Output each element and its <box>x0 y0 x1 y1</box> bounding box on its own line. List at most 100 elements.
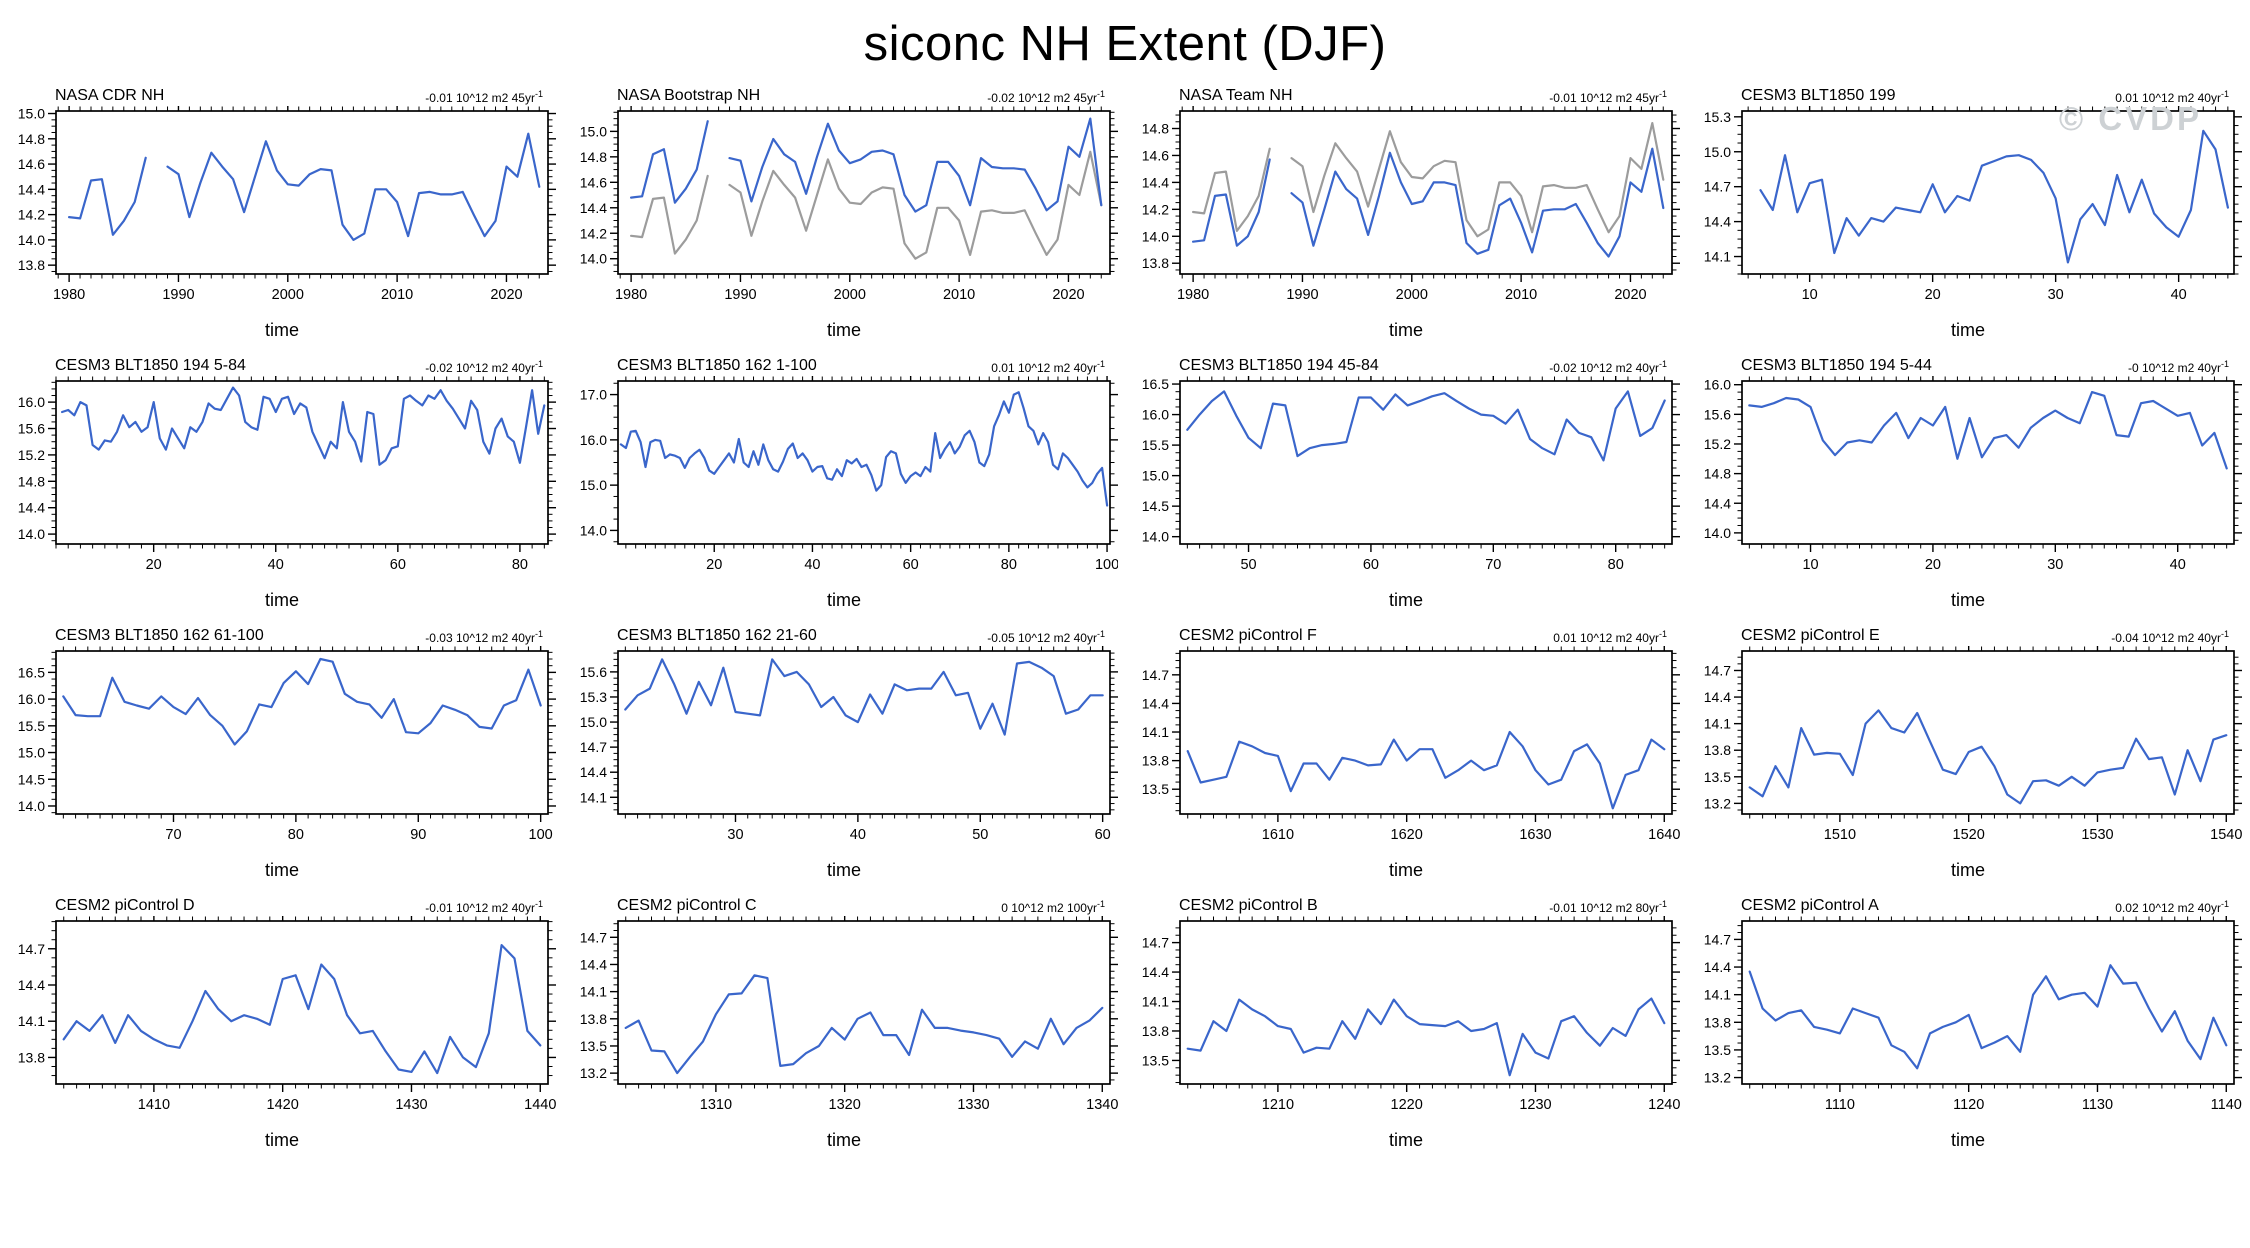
svg-text:50: 50 <box>1240 557 1256 573</box>
chart-panel-cesm2-picontrol-c: CESM2 piControl C 0 10^12 m2 100yr-1 1310… <box>563 894 1125 1160</box>
svg-text:1340: 1340 <box>1086 1097 1118 1113</box>
svg-text:1990: 1990 <box>162 287 194 303</box>
svg-text:80: 80 <box>512 557 528 573</box>
svg-text:100: 100 <box>529 827 553 843</box>
chart-grid: NASA CDR NH -0.01 10^12 m2 45yr-1 1980 199… <box>0 82 2250 1160</box>
panel-title: CESM2 piControl C <box>617 897 757 914</box>
svg-text:80: 80 <box>288 827 304 843</box>
svg-text:14.5: 14.5 <box>18 771 45 787</box>
panel-title: CESM2 piControl F <box>1179 627 1317 644</box>
svg-text:1140: 1140 <box>2211 1097 2242 1113</box>
svg-text:15.5: 15.5 <box>18 718 45 734</box>
svg-text:15.2: 15.2 <box>1704 436 1731 452</box>
svg-text:1210: 1210 <box>1262 1097 1294 1113</box>
svg-text:1430: 1430 <box>395 1097 427 1113</box>
chart-panel-cesm2-picontrol-e: CESM2 piControl E -0.04 10^12 m2 40yr-1 1… <box>1687 624 2249 890</box>
svg-text:80: 80 <box>1608 557 1624 573</box>
svg-text:14.8: 14.8 <box>18 473 45 489</box>
svg-text:1980: 1980 <box>1177 287 1209 303</box>
svg-text:14.1: 14.1 <box>18 1013 45 1029</box>
svg-text:40: 40 <box>804 557 820 573</box>
svg-text:1620: 1620 <box>1391 827 1423 843</box>
plot-area: 1210 1220 1230 1240 13.5 13.8 14.1 14.4 14.7 <box>1142 916 1680 1113</box>
plot-area: 1410 1420 1430 1440 13.8 14.1 14.4 14.7 <box>18 916 556 1113</box>
svg-text:60: 60 <box>903 557 919 573</box>
svg-text:20: 20 <box>1925 557 1941 573</box>
svg-text:14.1: 14.1 <box>1704 716 1731 732</box>
svg-text:14.8: 14.8 <box>580 149 607 165</box>
svg-text:10: 10 <box>1802 287 1818 303</box>
svg-text:13.8: 13.8 <box>1704 1014 1731 1030</box>
svg-text:2000: 2000 <box>272 287 304 303</box>
svg-text:70: 70 <box>165 827 181 843</box>
svg-text:20: 20 <box>706 557 722 573</box>
svg-text:16.5: 16.5 <box>18 664 45 680</box>
svg-text:1230: 1230 <box>1519 1097 1551 1113</box>
svg-text:13.2: 13.2 <box>1704 1070 1731 1086</box>
svg-text:13.8: 13.8 <box>18 1049 45 1065</box>
svg-text:13.5: 13.5 <box>1142 781 1169 797</box>
panel-title: CESM3 BLT1850 162 61-100 <box>55 627 264 644</box>
svg-text:14.1: 14.1 <box>580 789 607 805</box>
svg-text:14.4: 14.4 <box>580 200 607 216</box>
x-axis-label: time <box>1388 1130 1423 1150</box>
plot-area: 1310 1320 1330 1340 13.2 13.5 13.8 14.1 14.4 14.7 <box>580 916 1118 1113</box>
x-axis-label: time <box>1950 860 1985 880</box>
svg-text:2010: 2010 <box>381 287 413 303</box>
svg-text:15.3: 15.3 <box>1704 109 1731 125</box>
svg-text:15.0: 15.0 <box>1704 144 1731 160</box>
chart-panel-nasa-cdr-nh: NASA CDR NH -0.01 10^12 m2 45yr-1 1980 199… <box>1 84 563 350</box>
svg-text:16.0: 16.0 <box>1704 377 1731 393</box>
panel-title: CESM3 BLT1850 199 <box>1741 87 1896 104</box>
chart-panel-nasa-team-nh: NASA Team NH -0.01 10^12 m2 45yr-1 1980 19… <box>1125 84 1687 350</box>
panel-title: CESM2 piControl D <box>55 897 195 914</box>
svg-text:14.7: 14.7 <box>1704 662 1731 678</box>
svg-text:2010: 2010 <box>943 287 975 303</box>
svg-text:13.5: 13.5 <box>1704 769 1731 785</box>
svg-text:14.0: 14.0 <box>1704 525 1731 541</box>
svg-text:40: 40 <box>2171 287 2187 303</box>
panel-trend: -0.01 10^12 m2 45yr-1 <box>425 89 543 105</box>
svg-text:14.4: 14.4 <box>18 181 45 197</box>
svg-text:14.7: 14.7 <box>1142 935 1169 951</box>
svg-text:13.8: 13.8 <box>1142 1023 1169 1039</box>
svg-text:14.1: 14.1 <box>1142 994 1169 1010</box>
svg-text:14.4: 14.4 <box>1142 695 1169 711</box>
svg-text:13.8: 13.8 <box>1704 742 1731 758</box>
svg-text:2000: 2000 <box>1396 287 1428 303</box>
chart-panel-cesm2-picontrol-a: CESM2 piControl A 0.02 10^12 m2 40yr-1 11… <box>1687 894 2249 1160</box>
svg-text:16.0: 16.0 <box>18 394 45 410</box>
chart-panel-cesm3-blt1850-194-5-44: CESM3 BLT1850 194 5-44 -0 10^12 m2 40yr-1… <box>1687 354 2249 620</box>
plot-area: 1980 1990 2000 2010 2020 13.8 14.0 14.2 14.4 14.6… <box>18 106 556 303</box>
svg-text:90: 90 <box>410 827 426 843</box>
svg-text:14.6: 14.6 <box>580 174 607 190</box>
panel-trend: -0.03 10^12 m2 40yr-1 <box>425 629 543 645</box>
svg-text:14.1: 14.1 <box>1142 724 1169 740</box>
svg-text:14.7: 14.7 <box>1704 179 1731 195</box>
plot-area: 1110 1120 1130 1140 13.2 13.5 13.8 14.1 14.4 14.7 <box>1704 916 2242 1113</box>
svg-text:14.4: 14.4 <box>1704 495 1731 511</box>
svg-text:60: 60 <box>390 557 406 573</box>
panel-trend: -0.02 10^12 m2 40yr-1 <box>1549 359 1667 375</box>
svg-text:13.2: 13.2 <box>1704 795 1731 811</box>
chart-panel-cesm3-blt1850-162-1-100: CESM3 BLT1850 162 1-100 0.01 10^12 m2 40y… <box>563 354 1125 620</box>
svg-text:14.4: 14.4 <box>1142 964 1169 980</box>
svg-text:14.2: 14.2 <box>1142 201 1169 217</box>
x-axis-label: time <box>264 860 299 880</box>
svg-text:14.4: 14.4 <box>1142 174 1169 190</box>
page-title: siconc NH Extent (DJF) <box>863 17 1387 71</box>
svg-text:15.0: 15.0 <box>580 477 607 493</box>
svg-text:14.4: 14.4 <box>580 764 607 780</box>
plot-area: 1980 1990 2000 2010 2020 14.0 14.2 14.4 14.6 14.8… <box>580 106 1118 303</box>
svg-text:14.8: 14.8 <box>18 131 45 147</box>
svg-text:14.1: 14.1 <box>1704 249 1731 265</box>
panel-title: CESM3 BLT1850 194 5-84 <box>55 357 246 374</box>
cvdp-watermark: © CVDP <box>2058 100 2202 137</box>
svg-text:1330: 1330 <box>957 1097 989 1113</box>
svg-text:1110: 1110 <box>1825 1097 1855 1113</box>
svg-text:13.8: 13.8 <box>1142 753 1169 769</box>
svg-text:14.4: 14.4 <box>580 956 607 972</box>
svg-text:14.7: 14.7 <box>580 739 607 755</box>
svg-text:1640: 1640 <box>1648 827 1680 843</box>
x-axis-label: time <box>826 320 861 340</box>
